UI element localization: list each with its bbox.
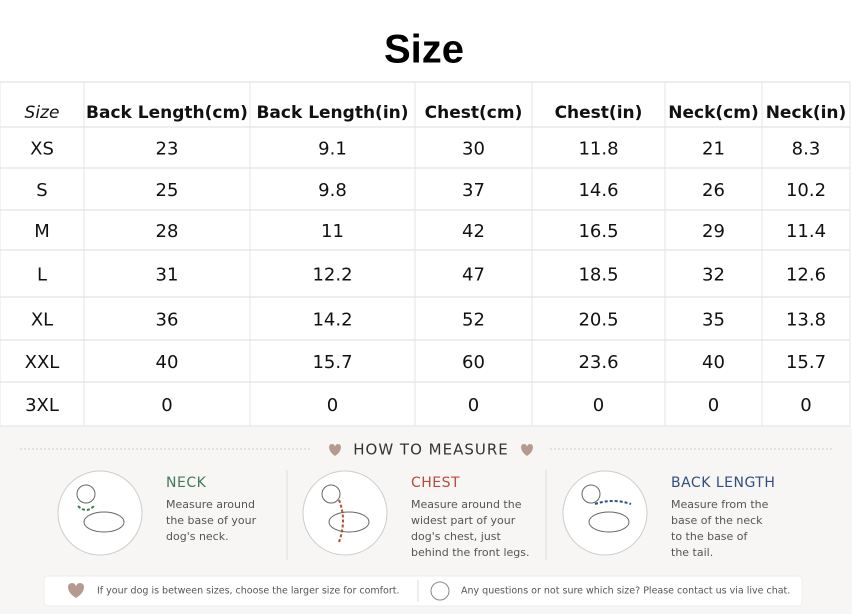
size-label: L [37,265,47,286]
measure-text: dog's chest, just [411,530,502,543]
measure-text: to the base of [671,530,749,543]
cell-value: 11 [321,221,344,242]
measure-text: dog's neck. [166,530,229,543]
measure-line [338,499,344,543]
cell-value: 10.2 [786,180,826,201]
size-label: XL [31,310,53,331]
cell-value: 25 [156,180,179,201]
measure-text: the tail. [671,546,713,559]
column-header: Neck(cm) [668,103,758,123]
cell-value: 18.5 [578,265,618,286]
size-label: XXL [25,352,60,373]
cell-value: 13.8 [786,310,826,331]
size-label: 3XL [25,395,59,416]
cell-value: 11.8 [578,139,618,160]
cell-value: 29 [702,221,725,242]
heart-icon [68,583,84,598]
footer-note: Any questions or not sure which size? Pl… [461,586,790,597]
measure-line [77,505,95,511]
column-header: Back Length(in) [256,103,408,123]
cell-value: 12.6 [786,265,826,286]
cell-value: 0 [327,395,338,416]
size-label: S [36,180,47,201]
cell-value: 0 [800,395,811,416]
heart-icon [329,444,341,456]
dog-head [581,484,601,504]
dog-body [83,511,125,533]
cell-value: 37 [462,180,485,201]
chat-icon [430,581,450,601]
dog-body [588,511,630,533]
cell-value: 15.7 [786,352,826,373]
measure-text: Measure around [166,498,255,511]
column-header: Chest(cm) [425,103,523,123]
measure-title: CHEST [411,475,460,491]
cell-value: 9.8 [318,180,347,201]
measure-text: behind the front legs. [411,546,529,559]
cell-value: 0 [468,395,479,416]
cell-value: 32 [702,265,725,286]
cell-value: 23 [156,139,179,160]
cell-value: 31 [156,265,179,286]
cell-value: 16.5 [578,221,618,242]
size-label: XS [30,139,54,160]
cell-value: 21 [702,139,725,160]
measure-text: base of the neck [671,514,763,527]
column-header: Chest(in) [555,103,643,123]
cell-value: 30 [462,139,485,160]
cell-value: 36 [156,310,179,331]
dog-head [321,484,341,504]
column-header: Neck(in) [766,103,847,123]
cell-value: 28 [156,221,179,242]
measure-heading: HOW TO MEASURE [353,441,509,459]
size-label: M [34,221,50,242]
cell-value: 0 [708,395,719,416]
size-table: Size Back Length(cm) Back Length(in) Chest(… [0,81,851,427]
measure-items: NECK Measure around the base of your dog's … [57,470,775,559]
column-header: Back Length(cm) [86,103,248,123]
cell-value: 35 [702,310,725,331]
heart-icon [521,444,533,456]
dog-body [328,511,370,533]
cell-value: 47 [462,265,485,286]
dog-illustration [57,470,143,556]
cell-value: 40 [702,352,725,373]
cell-value: 20.5 [578,310,618,331]
measure-text: the base of your [166,514,257,527]
cell-value: 0 [161,395,172,416]
cell-value: 15.7 [312,352,352,373]
cell-value: 23.6 [578,352,618,373]
measure-title: NECK [166,475,207,491]
measure-title: BACK LENGTH [671,475,775,491]
measure-text: widest part of your [411,514,516,527]
page-title: Size [384,28,464,72]
cell-value: 11.4 [786,221,826,242]
cell-value: 14.6 [578,180,618,201]
measure-text: Measure from the [671,498,769,511]
cell-value: 42 [462,221,485,242]
dog-head [76,484,96,504]
cell-value: 26 [702,180,725,201]
cell-value: 40 [156,352,179,373]
cell-value: 52 [462,310,485,331]
cell-value: 8.3 [792,139,821,160]
column-header: Size [25,103,60,123]
cell-value: 60 [462,352,485,373]
dog-illustration [562,470,648,556]
cell-value: 14.2 [312,310,352,331]
footer-bar [43,575,803,607]
cell-value: 0 [593,395,604,416]
cell-value: 9.1 [318,139,347,160]
measure-text: Measure around the [411,498,522,511]
dog-illustration [302,470,388,556]
cell-value: 12.2 [312,265,352,286]
footer-note: If your dog is between sizes, choose the… [97,586,399,597]
